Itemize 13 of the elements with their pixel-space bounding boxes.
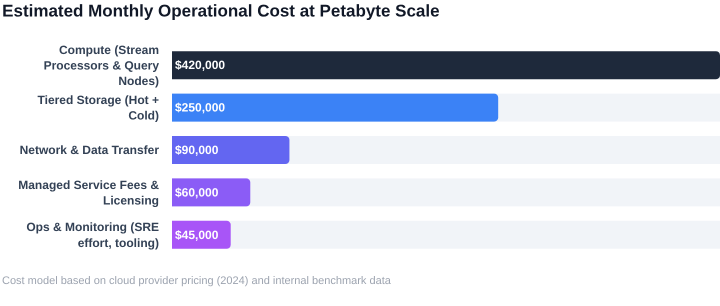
y-tick-label: Managed Service Fees & Licensing <box>18 178 160 208</box>
bar <box>172 136 290 164</box>
data-label: $90,000 <box>175 143 219 157</box>
y-tick-label: Compute (Stream Processors & Query Nodes) <box>44 42 160 88</box>
text: Cost model based on cloud provider pricing (2024) and internal benchmark data <box>2 275 392 287</box>
y-tick-label: Ops & Monitoring (SRE effort, tooling) <box>26 220 159 250</box>
data-label: $250,000 <box>175 100 226 115</box>
y-tick-label: Network & Data Transfer <box>20 143 160 158</box>
data-label: $420,000 <box>175 58 226 72</box>
chart-title: Estimated Monthly Operational Cost at Petabyte Scale <box>2 1 440 20</box>
y-tick-label: Tiered Storage (Hot + Cold) <box>38 93 160 123</box>
data-label: $60,000 <box>175 185 219 200</box>
data-label: $45,000 <box>175 228 219 242</box>
